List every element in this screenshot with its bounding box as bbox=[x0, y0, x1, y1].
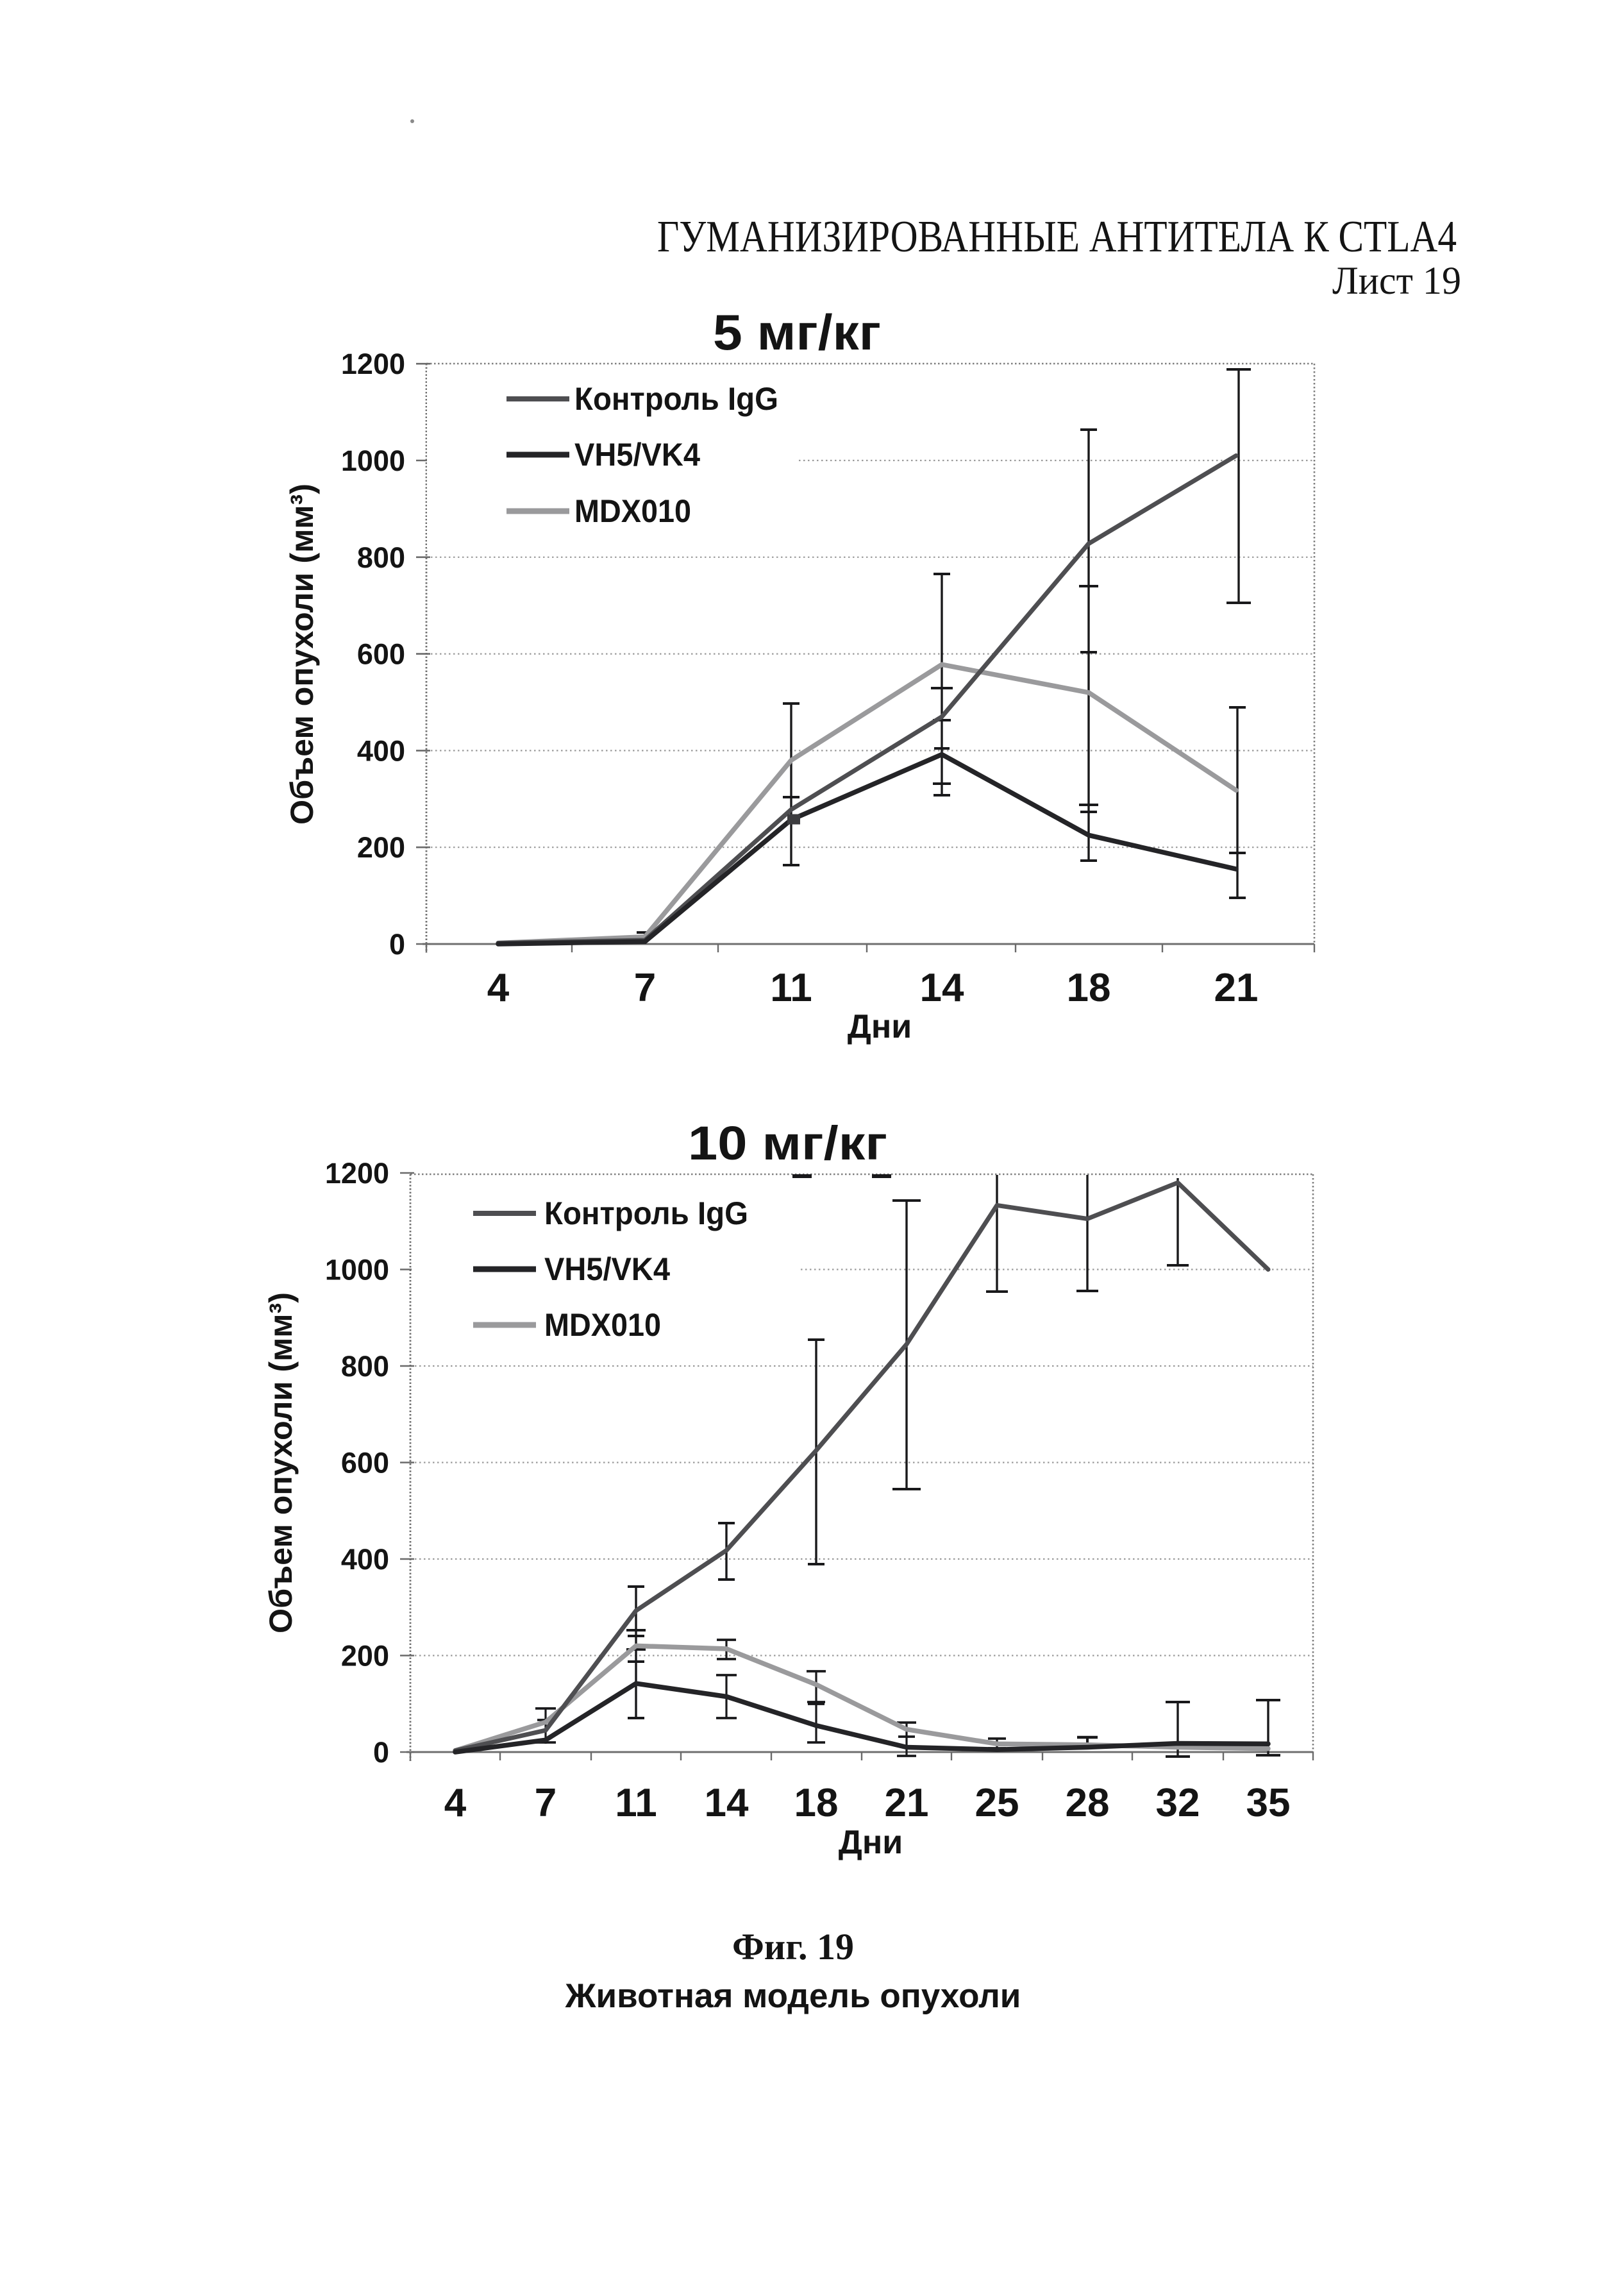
svg-text:400: 400 bbox=[341, 1543, 389, 1576]
svg-text:200: 200 bbox=[357, 831, 405, 864]
svg-text:Дни: Дни bbox=[839, 1824, 903, 1861]
svg-text:Животная модель опухоли: Животная модель опухоли bbox=[565, 1977, 1021, 2015]
svg-text:Объем опухоли (мм³): Объем опухоли (мм³) bbox=[263, 1292, 299, 1633]
svg-text:10 мг/кг: 10 мг/кг bbox=[688, 1117, 887, 1170]
svg-text:MDX010: MDX010 bbox=[544, 1307, 661, 1343]
svg-text:18: 18 bbox=[794, 1781, 839, 1825]
svg-text:7: 7 bbox=[535, 1781, 557, 1825]
svg-text:VH5/VK4: VH5/VK4 bbox=[544, 1251, 670, 1287]
svg-text:0: 0 bbox=[373, 1736, 389, 1769]
svg-text:21: 21 bbox=[1214, 966, 1259, 1010]
svg-text:ГУМАНИЗИРОВАННЫЕ АНТИТЕЛА К CT: ГУМАНИЗИРОВАННЫЕ АНТИТЕЛА К CTLA4 bbox=[657, 212, 1457, 262]
svg-text:1000: 1000 bbox=[325, 1254, 389, 1286]
svg-text:800: 800 bbox=[357, 541, 405, 574]
svg-text:Объем опухоли (мм³): Объем опухоли (мм³) bbox=[284, 484, 320, 825]
svg-text:600: 600 bbox=[357, 638, 405, 671]
svg-text:600: 600 bbox=[341, 1447, 389, 1479]
svg-text:400: 400 bbox=[357, 734, 405, 767]
svg-text:VH5/VK4: VH5/VK4 bbox=[574, 437, 700, 473]
svg-text:14: 14 bbox=[705, 1781, 749, 1825]
svg-text:5 мг/кг: 5 мг/кг bbox=[713, 304, 881, 360]
svg-text:MDX010: MDX010 bbox=[574, 493, 691, 529]
svg-text:32: 32 bbox=[1156, 1781, 1200, 1825]
svg-text:7: 7 bbox=[634, 966, 656, 1010]
svg-text:28: 28 bbox=[1066, 1781, 1110, 1825]
svg-text:11: 11 bbox=[615, 1781, 657, 1825]
svg-text:11: 11 bbox=[770, 966, 812, 1010]
svg-text:18: 18 bbox=[1067, 966, 1111, 1010]
svg-text:21: 21 bbox=[885, 1781, 929, 1825]
svg-text:0: 0 bbox=[389, 928, 405, 961]
svg-text:Дни: Дни bbox=[848, 1008, 912, 1045]
svg-text:Контроль IgG: Контроль IgG bbox=[544, 1195, 748, 1231]
svg-text:Контроль IgG: Контроль IgG bbox=[574, 381, 778, 417]
svg-text:4: 4 bbox=[444, 1781, 467, 1825]
svg-text:1200: 1200 bbox=[341, 348, 405, 380]
svg-text:14: 14 bbox=[920, 966, 964, 1010]
svg-text:Фиг. 19: Фиг. 19 bbox=[732, 1926, 854, 1968]
svg-text:Лист 19: Лист 19 bbox=[1332, 260, 1461, 303]
svg-text:4: 4 bbox=[487, 966, 510, 1010]
svg-text:35: 35 bbox=[1246, 1781, 1291, 1825]
svg-text:25: 25 bbox=[975, 1781, 1019, 1825]
svg-text:1000: 1000 bbox=[341, 444, 405, 477]
svg-text:1200: 1200 bbox=[325, 1157, 389, 1190]
svg-text:800: 800 bbox=[341, 1350, 389, 1383]
svg-text:200: 200 bbox=[341, 1640, 389, 1673]
